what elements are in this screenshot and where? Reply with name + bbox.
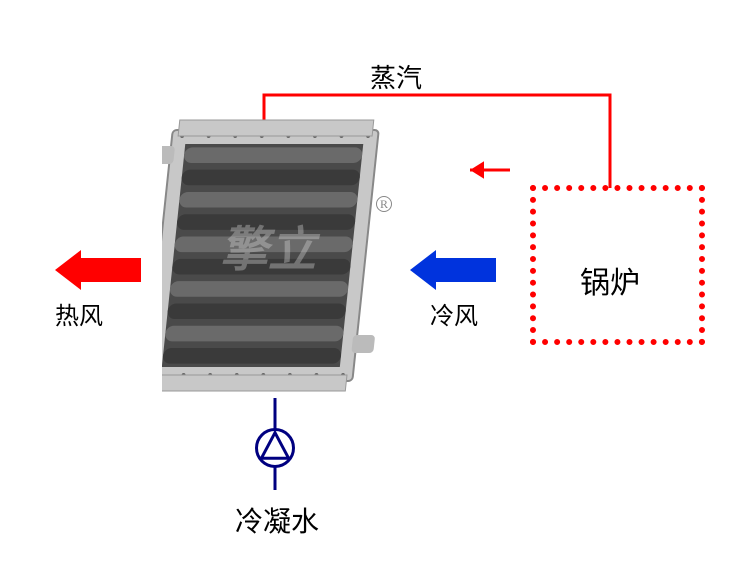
registered-mark-icon: R: [376, 196, 392, 212]
label-hot-air: 热风: [55, 296, 103, 331]
label-boiler: 锅炉: [580, 258, 640, 302]
label-steam: 蒸汽: [370, 58, 422, 95]
label-cold-air: 冷风: [430, 296, 478, 331]
watermark: 擎立: [220, 210, 316, 280]
label-condensate: 冷凝水: [235, 500, 319, 540]
pump-symbol: [255, 428, 295, 468]
